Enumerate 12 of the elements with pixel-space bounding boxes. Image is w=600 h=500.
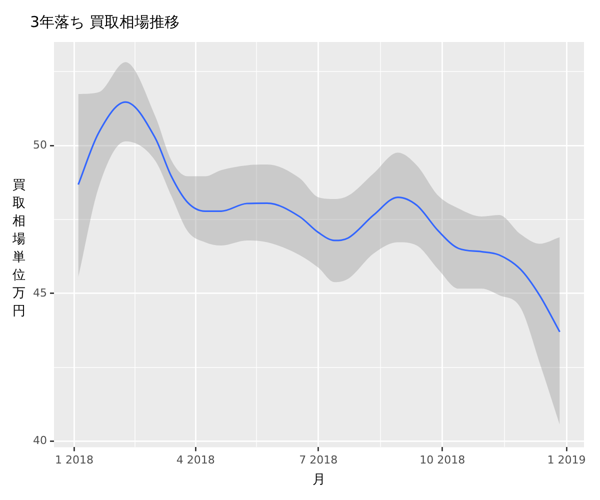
- x-tick-label: 7 2018: [299, 454, 338, 467]
- x-axis-title: 月: [312, 472, 326, 488]
- x-tick-label: 1 2018: [54, 454, 94, 467]
- x-tick-label: 10 2018: [420, 454, 466, 467]
- x-tick-label: 4 2018: [176, 454, 215, 467]
- y-axis-title: 買取相場単位万円: [12, 178, 26, 321]
- y-tick-label: 50: [32, 138, 47, 152]
- x-tick-label: 1 2019: [547, 454, 586, 467]
- y-tick-label: 45: [32, 286, 47, 300]
- line-series: [77, 101, 561, 333]
- chart-title: 3年落ち 買取相場推移: [30, 12, 180, 31]
- y-tick-label: 40: [32, 434, 47, 448]
